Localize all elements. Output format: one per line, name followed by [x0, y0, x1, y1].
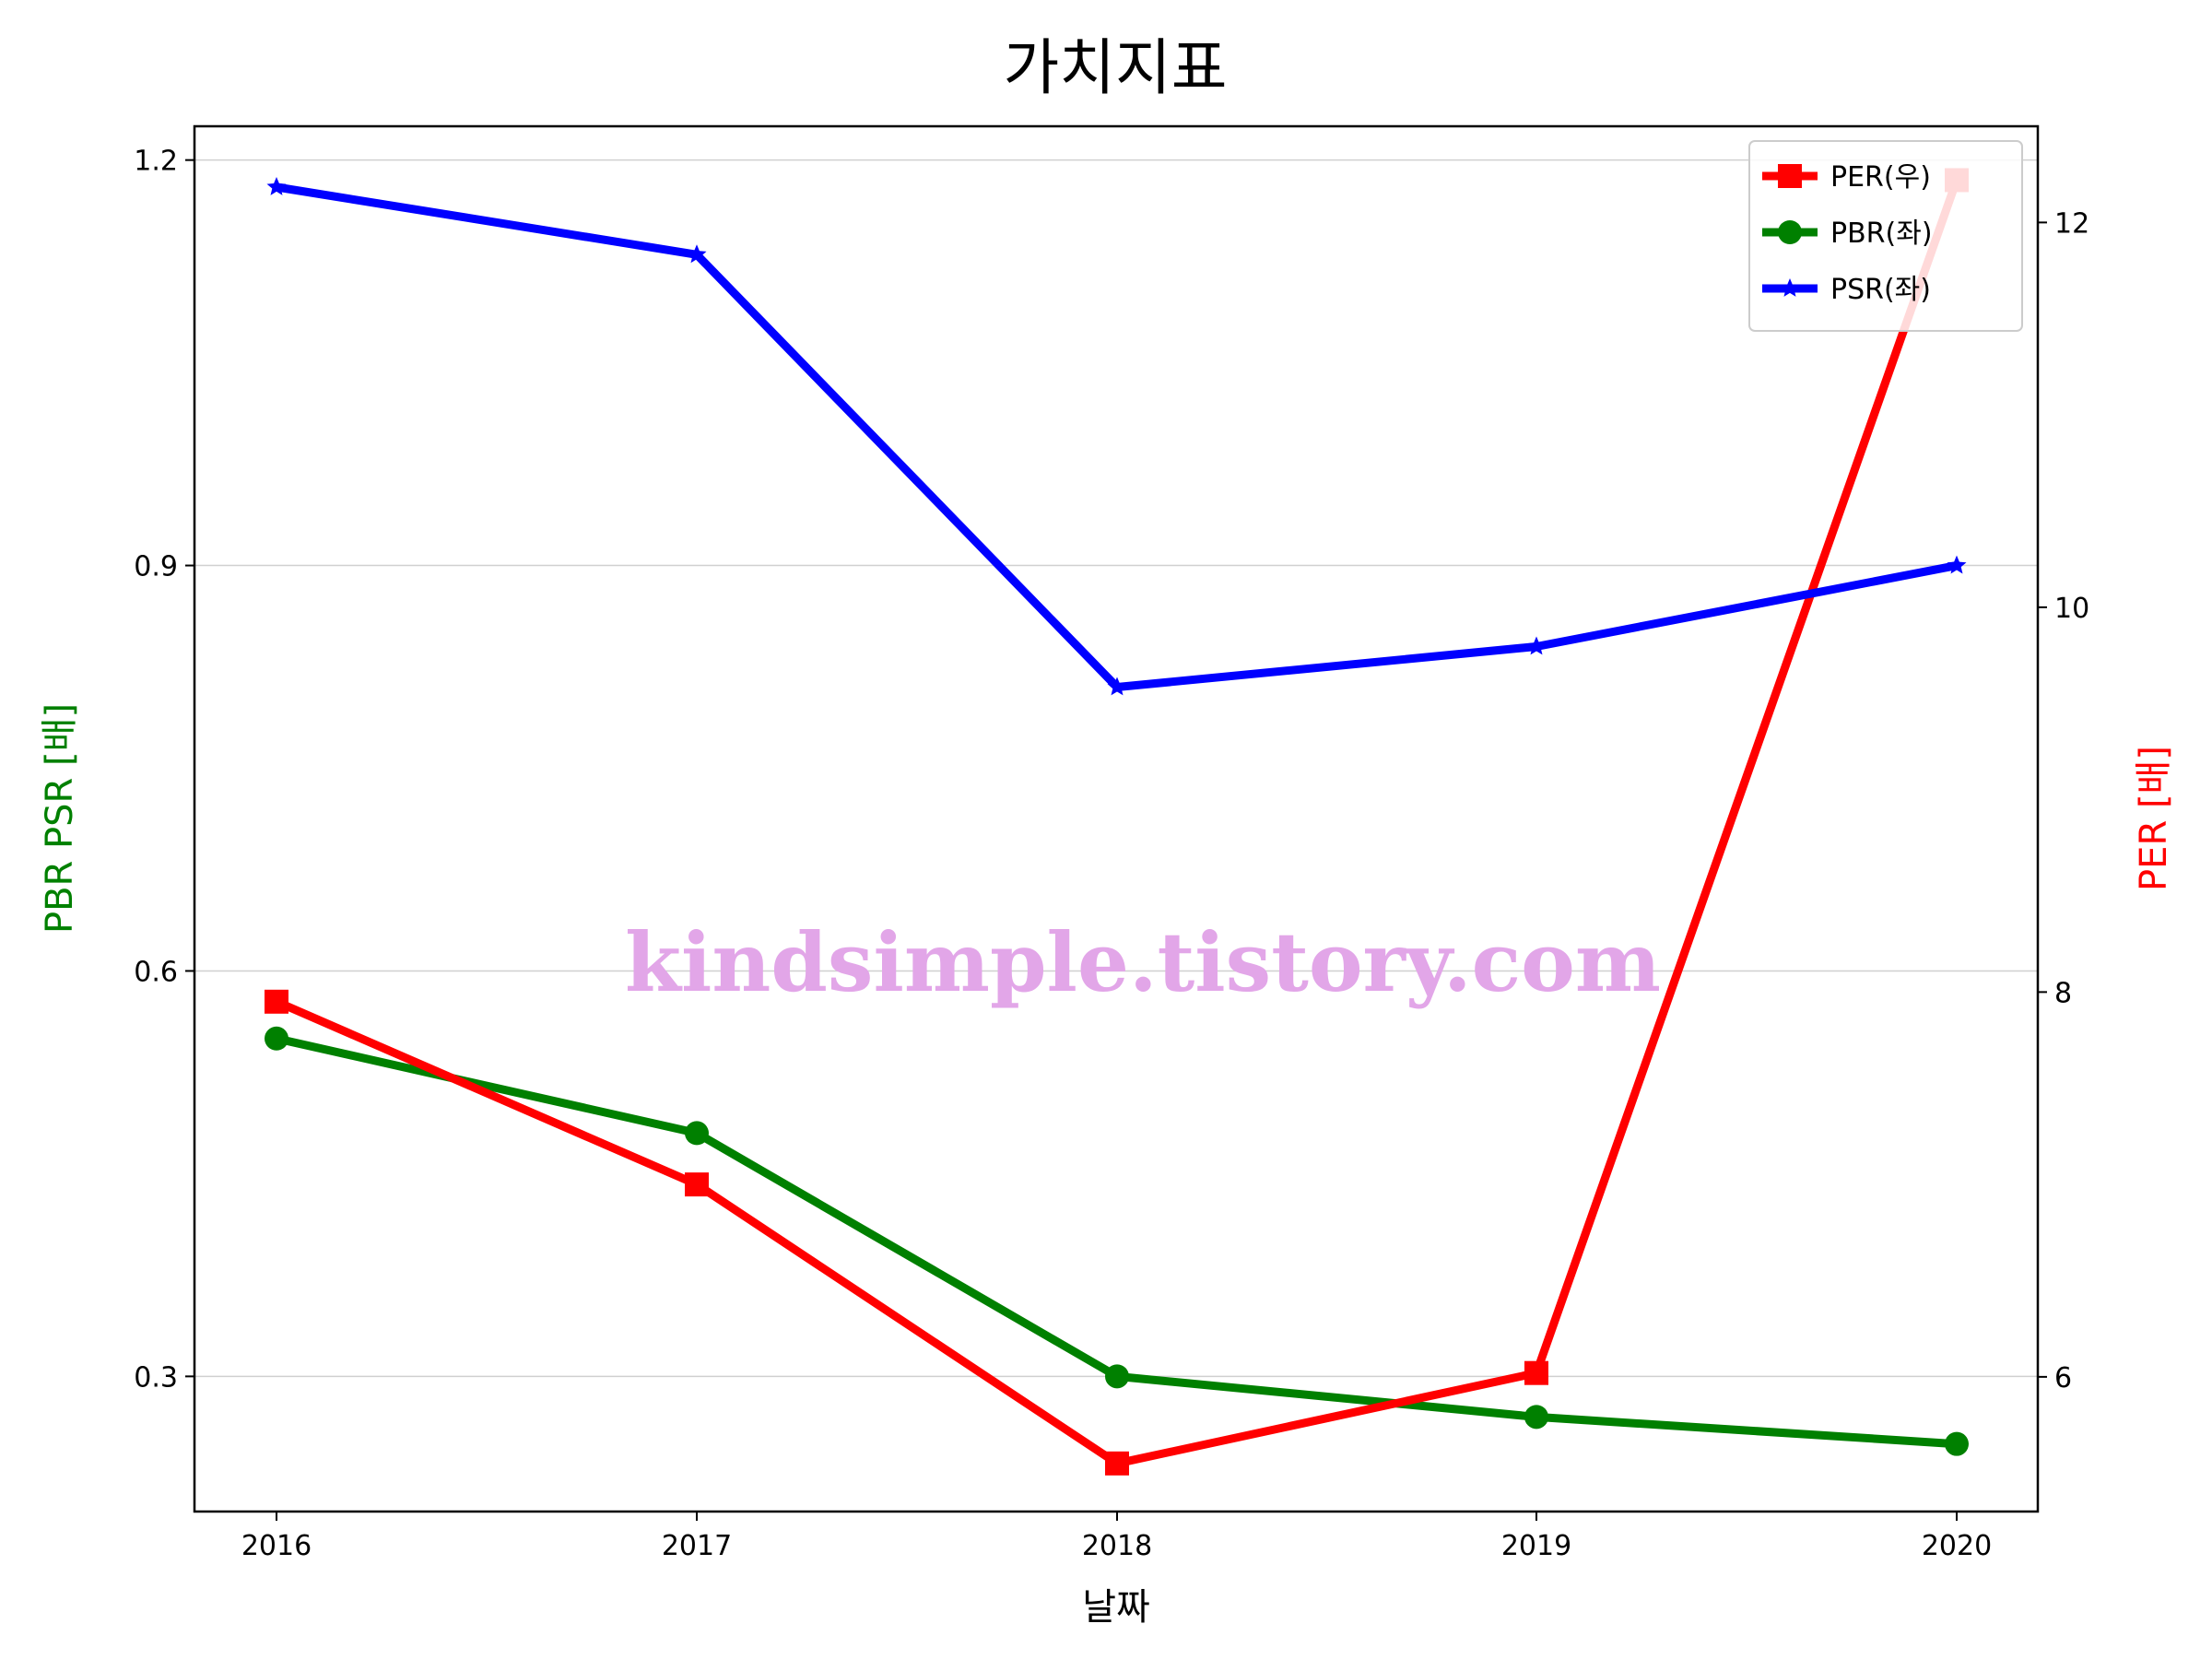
data-point [685, 1121, 709, 1146]
data-point [1524, 1360, 1548, 1385]
y-right-tick-label: 6 [2054, 1362, 2072, 1394]
y-left-tick-label: 0.6 [134, 956, 178, 988]
y-axis-left: 0.3 0.6 0.9 1.2 [134, 146, 194, 1394]
y-left-tick-label: 0.9 [134, 551, 178, 583]
data-point [1107, 677, 1127, 696]
legend-label: PER(우) [1830, 161, 1931, 194]
y-axis-right: 6 8 10 12 [2038, 207, 2089, 1394]
data-point [687, 244, 707, 264]
legend-box [1748, 140, 2023, 332]
legend-marker [1778, 220, 1802, 244]
y-right-tick-label: 10 [2054, 593, 2089, 625]
gridlines [194, 159, 2038, 1378]
data-point [1947, 555, 1967, 574]
series-line [275, 178, 1961, 1468]
data-point [1105, 1451, 1129, 1476]
series-1 [265, 1026, 1969, 1456]
x-axis: 2016 2017 2018 2019 2020 [241, 1512, 1992, 1562]
series-2 [266, 177, 1967, 696]
legend-label: PSR(좌) [1830, 274, 1931, 306]
series-0 [265, 168, 1969, 1476]
legend-marker [1780, 278, 1800, 297]
y-right-tick-label: 12 [2054, 207, 2089, 240]
data-point [1945, 1431, 1969, 1456]
y-left-tick-label: 1.2 [134, 146, 178, 178]
data-point [266, 177, 287, 195]
legend: PER(우) PBR(좌) PSR(좌) [1748, 140, 2023, 332]
y-axis-right-title: PER [배] [2133, 746, 2175, 891]
data-point [1105, 1364, 1129, 1389]
x-tick-label: 2016 [241, 1530, 312, 1562]
data-point [685, 1172, 709, 1197]
data-point [1524, 1405, 1548, 1430]
data-point [1526, 636, 1547, 655]
x-axis-title: 날짜 [1082, 1586, 1150, 1629]
x-tick-label: 2020 [1922, 1530, 1992, 1562]
legend-item: PBR(좌) [1762, 218, 1933, 250]
y-right-tick-label: 8 [2054, 977, 2072, 1009]
chart-title: 가치지표 [1004, 32, 1228, 103]
legend-item: PSR(좌) [1762, 274, 1931, 306]
x-tick-label: 2019 [1501, 1530, 1571, 1562]
legend-item: PER(우) [1762, 161, 1931, 194]
legend-marker [1778, 164, 1802, 188]
x-tick-label: 2018 [1082, 1530, 1152, 1562]
plot-frame [193, 124, 2040, 1513]
legend-label: PBR(좌) [1830, 218, 1933, 250]
series-line [276, 182, 1958, 691]
y-axis-left-title: PBR PSR [배] [39, 703, 81, 934]
data-point [265, 989, 288, 1014]
x-tick-label: 2017 [662, 1530, 732, 1562]
plot-area [265, 168, 1969, 1476]
y-left-tick-label: 0.3 [134, 1361, 178, 1394]
watermark-text: kindsimple.tistory.com [625, 914, 1661, 1010]
data-point [265, 1026, 288, 1051]
